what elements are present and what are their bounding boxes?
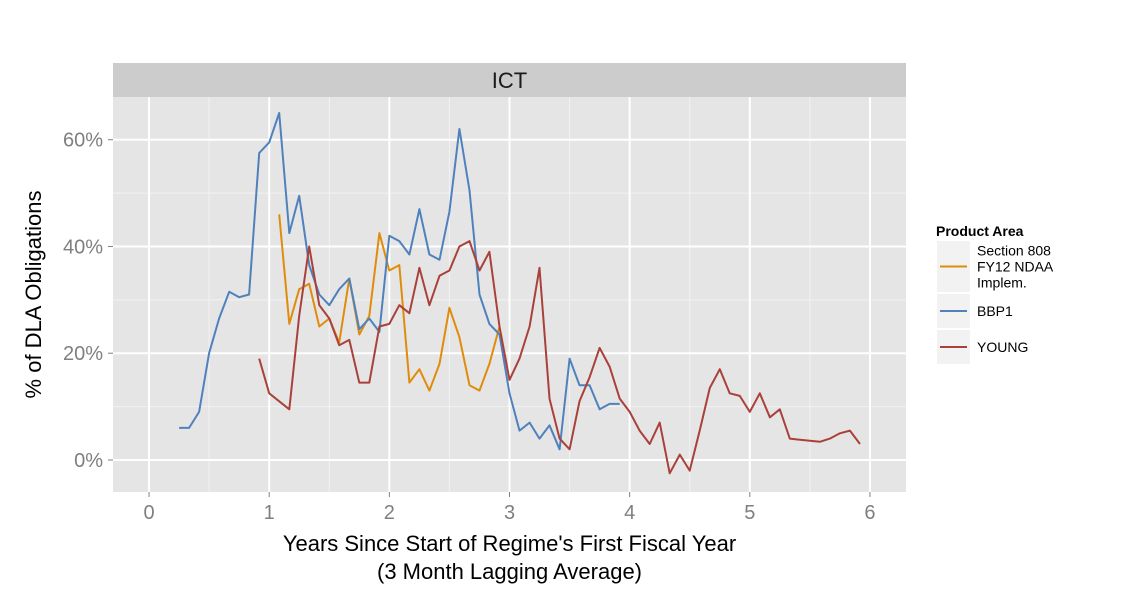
x-tick-label: 3 xyxy=(504,502,515,524)
y-axis-title: % of DLA Obligations xyxy=(21,191,46,399)
series-line-0 xyxy=(278,214,501,392)
facet-strip-label: ICT xyxy=(492,68,527,93)
facet-strip xyxy=(113,63,906,97)
x-tick-label: 5 xyxy=(744,502,755,524)
series-line-2 xyxy=(258,240,861,475)
legend-title: Product Area xyxy=(936,223,1024,239)
legend-label: FY12 NDAA xyxy=(977,259,1054,275)
y-tick-label: 40% xyxy=(63,236,103,258)
x-tick-label: 4 xyxy=(624,502,635,524)
series-layer xyxy=(179,112,861,475)
x-axis-title: Years Since Start of Regime's First Fisc… xyxy=(283,531,736,556)
legend-label: BBP1 xyxy=(977,303,1013,319)
x-tick-label: 1 xyxy=(264,502,275,524)
x-axis: 0 1 2 3 4 5 6 xyxy=(143,492,876,524)
x-tick-label: 6 xyxy=(864,502,875,524)
y-tick-label: 60% xyxy=(63,130,103,152)
y-axis: 0% 20% 40% 60% xyxy=(63,130,113,472)
y-tick-label: 0% xyxy=(74,450,103,472)
grid-major xyxy=(113,97,906,492)
x-tick-label: 2 xyxy=(384,502,395,524)
legend-label: Implem. xyxy=(977,275,1027,291)
y-tick-label: 20% xyxy=(63,343,103,365)
legend-label: YOUNG xyxy=(977,339,1028,355)
x-axis-subtitle: (3 Month Lagging Average) xyxy=(377,559,642,584)
series-line-1 xyxy=(179,112,620,451)
legend-label: Section 808 xyxy=(977,243,1051,259)
x-tick-label: 0 xyxy=(143,502,154,524)
